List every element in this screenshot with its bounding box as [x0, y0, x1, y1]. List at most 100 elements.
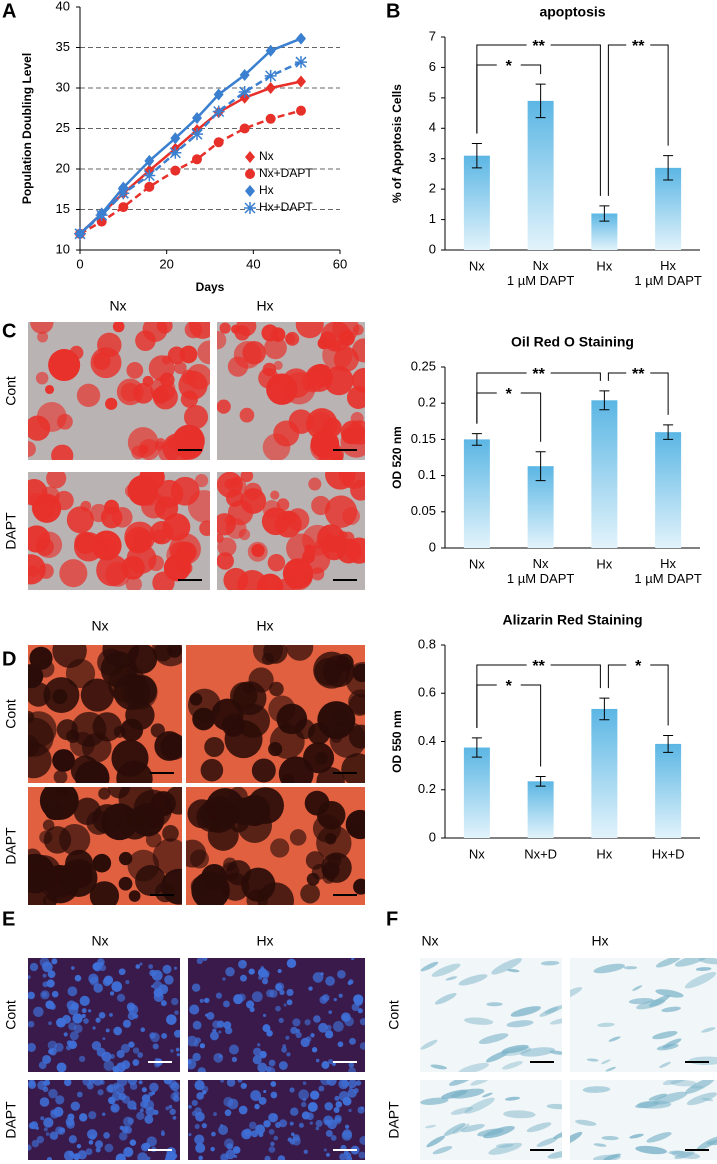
- cell: [353, 878, 365, 895]
- cell: [317, 337, 330, 350]
- cell: [160, 1000, 167, 1007]
- cell: [49, 1131, 59, 1140]
- cell: [352, 663, 365, 683]
- cell: [236, 322, 257, 337]
- cell: [262, 978, 269, 985]
- cell: [126, 1002, 136, 1012]
- cell: [192, 1020, 202, 1030]
- cell: [324, 1119, 330, 1125]
- cell: [83, 1018, 89, 1024]
- cell: [348, 1080, 357, 1089]
- cell: [151, 1091, 156, 1096]
- cell: [628, 997, 654, 1005]
- cell: [59, 559, 88, 588]
- cell: [344, 1124, 350, 1129]
- cell: [187, 490, 210, 523]
- cell: [166, 1153, 175, 1160]
- cell: [629, 1133, 644, 1139]
- cell: [51, 444, 74, 460]
- cell: [318, 1022, 328, 1033]
- cell: [503, 1110, 536, 1119]
- cell: [283, 511, 296, 524]
- cell: [162, 964, 172, 974]
- cell: [342, 1014, 348, 1021]
- cell: [42, 819, 55, 832]
- error-bar: [535, 83, 546, 119]
- cell: [601, 1059, 611, 1065]
- cell: [348, 693, 365, 716]
- cell: [325, 1129, 333, 1137]
- cell: [68, 1150, 74, 1156]
- cell: [261, 507, 290, 536]
- cell: [199, 520, 210, 536]
- cell: [48, 1021, 52, 1026]
- cell: [306, 872, 320, 886]
- cell: [238, 528, 251, 541]
- cell: [179, 345, 198, 364]
- cell: [420, 1039, 438, 1050]
- cell: [74, 974, 82, 982]
- cell: [310, 1033, 315, 1038]
- marker: [118, 202, 129, 213]
- cell: [30, 322, 54, 334]
- cell: [636, 999, 666, 1010]
- cell: [328, 1058, 334, 1065]
- cell: [188, 1104, 192, 1109]
- cell: [57, 1127, 66, 1135]
- cell: [351, 958, 355, 961]
- cell: [685, 1080, 715, 1094]
- error-bar: [663, 734, 674, 753]
- cell: [448, 1080, 473, 1086]
- cell: [301, 1101, 307, 1108]
- micrograph: [420, 958, 562, 1072]
- x-axis-label: Days: [196, 280, 225, 294]
- cell: [227, 1098, 239, 1110]
- legend-label: Hx: [259, 183, 274, 197]
- cell: [136, 1111, 145, 1121]
- micrograph: [186, 787, 365, 905]
- cell: [125, 980, 130, 985]
- micrograph: [217, 472, 365, 590]
- cell: [635, 1145, 667, 1155]
- cell: [238, 1105, 248, 1115]
- y-tick-label: 0.2: [418, 781, 436, 796]
- cell: [135, 964, 141, 969]
- cell: [248, 667, 274, 693]
- cell: [165, 1106, 170, 1111]
- x-tick-label: Nx: [469, 258, 485, 273]
- cell: [257, 1062, 268, 1072]
- cell: [213, 1112, 217, 1117]
- cell: [73, 1153, 81, 1160]
- cell: [63, 1032, 68, 1037]
- panel-letter: B: [386, 0, 400, 22]
- cell: [452, 1123, 470, 1134]
- cell: [99, 964, 107, 972]
- cell: [99, 1080, 105, 1085]
- y-tick-label: 0.25: [411, 358, 436, 373]
- cell: [149, 1082, 159, 1093]
- marker: [239, 123, 250, 134]
- cell: [286, 1052, 291, 1057]
- error-bar: [471, 433, 482, 446]
- significance-label: **: [532, 38, 545, 55]
- cell: [268, 742, 283, 757]
- marker: [96, 216, 107, 227]
- cell: [72, 1013, 83, 1024]
- cell: [313, 1015, 321, 1023]
- marker: [264, 69, 277, 82]
- cell: [603, 1153, 621, 1160]
- x-tick-label: Hx: [596, 556, 612, 571]
- cell: [652, 1031, 678, 1040]
- series-line: [79, 60, 302, 235]
- cell: [661, 1006, 681, 1013]
- cell: [324, 1030, 334, 1039]
- cell: [212, 1020, 221, 1029]
- cell: [549, 1018, 562, 1025]
- cell: [194, 1124, 200, 1130]
- cell: [308, 986, 313, 991]
- annotation-bg: [626, 37, 651, 51]
- cell: [42, 973, 47, 978]
- cell: [68, 1004, 79, 1016]
- chart-title: Oil Red O Staining: [511, 334, 634, 350]
